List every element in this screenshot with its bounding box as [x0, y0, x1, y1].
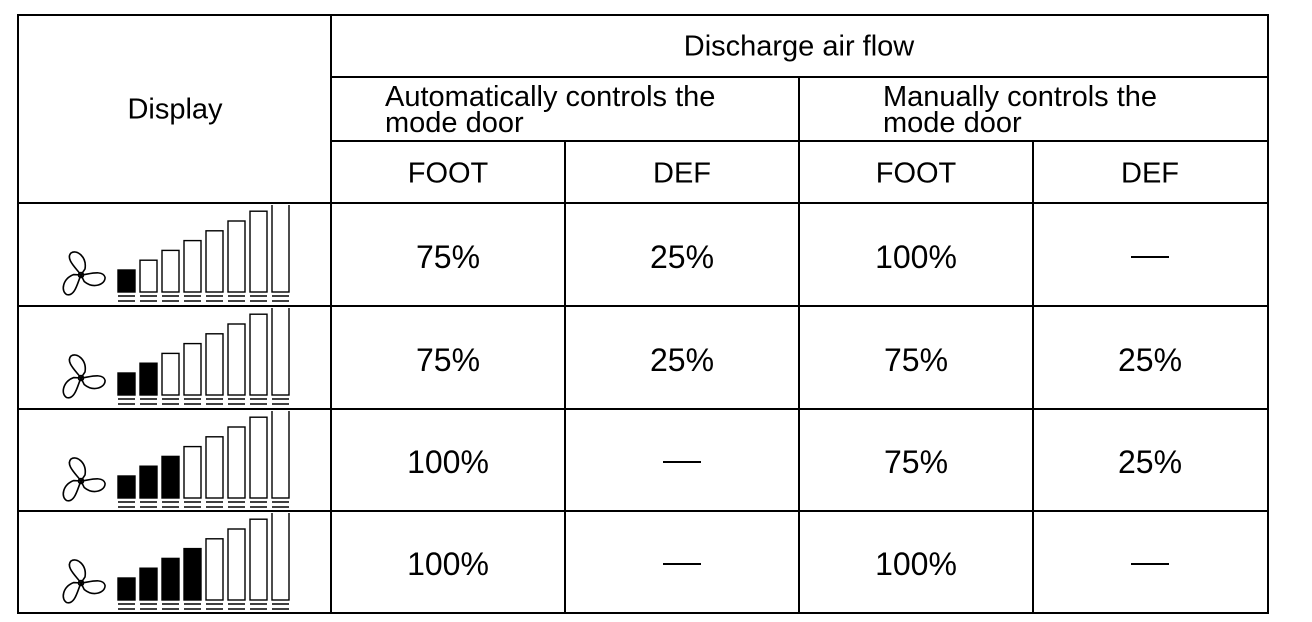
col-auto-def: DEF [653, 157, 711, 190]
fan-bar-empty [271, 308, 290, 396]
airflow-value: 25% [649, 341, 715, 378]
col-manual-def: DEF [1121, 157, 1179, 190]
fan-bar-empty [205, 538, 224, 601]
fan-bar-empty [227, 220, 246, 293]
col-manual-foot: FOOT [875, 157, 957, 190]
fan-bar-empty [205, 333, 224, 396]
airflow-value: 25% [1117, 341, 1183, 378]
fan-bar-empty [139, 259, 158, 293]
fan-bar-empty [205, 436, 224, 499]
fan-speed-display [62, 411, 290, 508]
airflow-value: 75% [883, 444, 949, 480]
fan-icon [62, 559, 106, 604]
fan-bar-empty [271, 205, 290, 293]
fan-bar-empty [249, 518, 268, 601]
fan-icon [62, 354, 106, 399]
fan-speed-display [62, 205, 290, 302]
fan-bar-empty [227, 426, 246, 499]
fan-bar-empty [161, 249, 180, 293]
fan-bar-filled [117, 269, 136, 293]
fan-bar-empty [227, 528, 246, 601]
fan-icon [62, 251, 106, 296]
airflow-value: 75% [415, 341, 481, 378]
fan-bar-filled [139, 465, 158, 499]
fan-bar-empty [271, 411, 290, 499]
fan-icon [62, 457, 106, 502]
fan-bar-filled [139, 567, 158, 601]
fan-bar-empty [271, 513, 290, 601]
fan-speed-display [62, 513, 290, 610]
fan-bar-empty [161, 352, 180, 396]
no-value-dash [1131, 563, 1169, 565]
fan-bar-empty [249, 210, 268, 293]
fan-bar-empty [183, 239, 202, 293]
col-auto-foot: FOOT [407, 157, 489, 190]
fan-bar-empty [249, 416, 268, 499]
fan-bar-empty [249, 313, 268, 396]
fan-bar-empty [183, 445, 202, 499]
airflow-value: 100% [407, 444, 489, 480]
no-value-dash [663, 563, 701, 565]
fan-bar-empty [183, 342, 202, 396]
fan-bar-filled [117, 475, 136, 499]
airflow-value: 25% [649, 238, 715, 275]
airflow-value: 75% [415, 238, 481, 275]
manual-mode-header: Manually controls the mode door [883, 81, 1158, 139]
airflow-value: 25% [1117, 444, 1183, 480]
auto-mode-header: Automatically controls the mode door [385, 81, 716, 139]
fan-bar-filled [117, 372, 136, 396]
fan-bar-filled [161, 455, 180, 499]
discharge-air-flow-header: Discharge air flow [683, 30, 915, 63]
no-value-dash [1131, 255, 1169, 258]
fan-speed-display [62, 308, 290, 405]
airflow-value: 100% [875, 546, 957, 582]
fan-bar-filled [183, 547, 202, 601]
display-header: Display [127, 93, 223, 126]
fan-bar-empty [227, 323, 246, 396]
airflow-value: 100% [407, 546, 489, 582]
airflow-value: 75% [883, 341, 949, 378]
fan-bar-empty [205, 230, 224, 293]
airflow-value: 100% [875, 238, 957, 275]
fan-bar-filled [117, 577, 136, 601]
fan-bar-filled [161, 557, 180, 601]
fan-bar-filled [139, 362, 158, 396]
no-value-dash [663, 461, 701, 463]
